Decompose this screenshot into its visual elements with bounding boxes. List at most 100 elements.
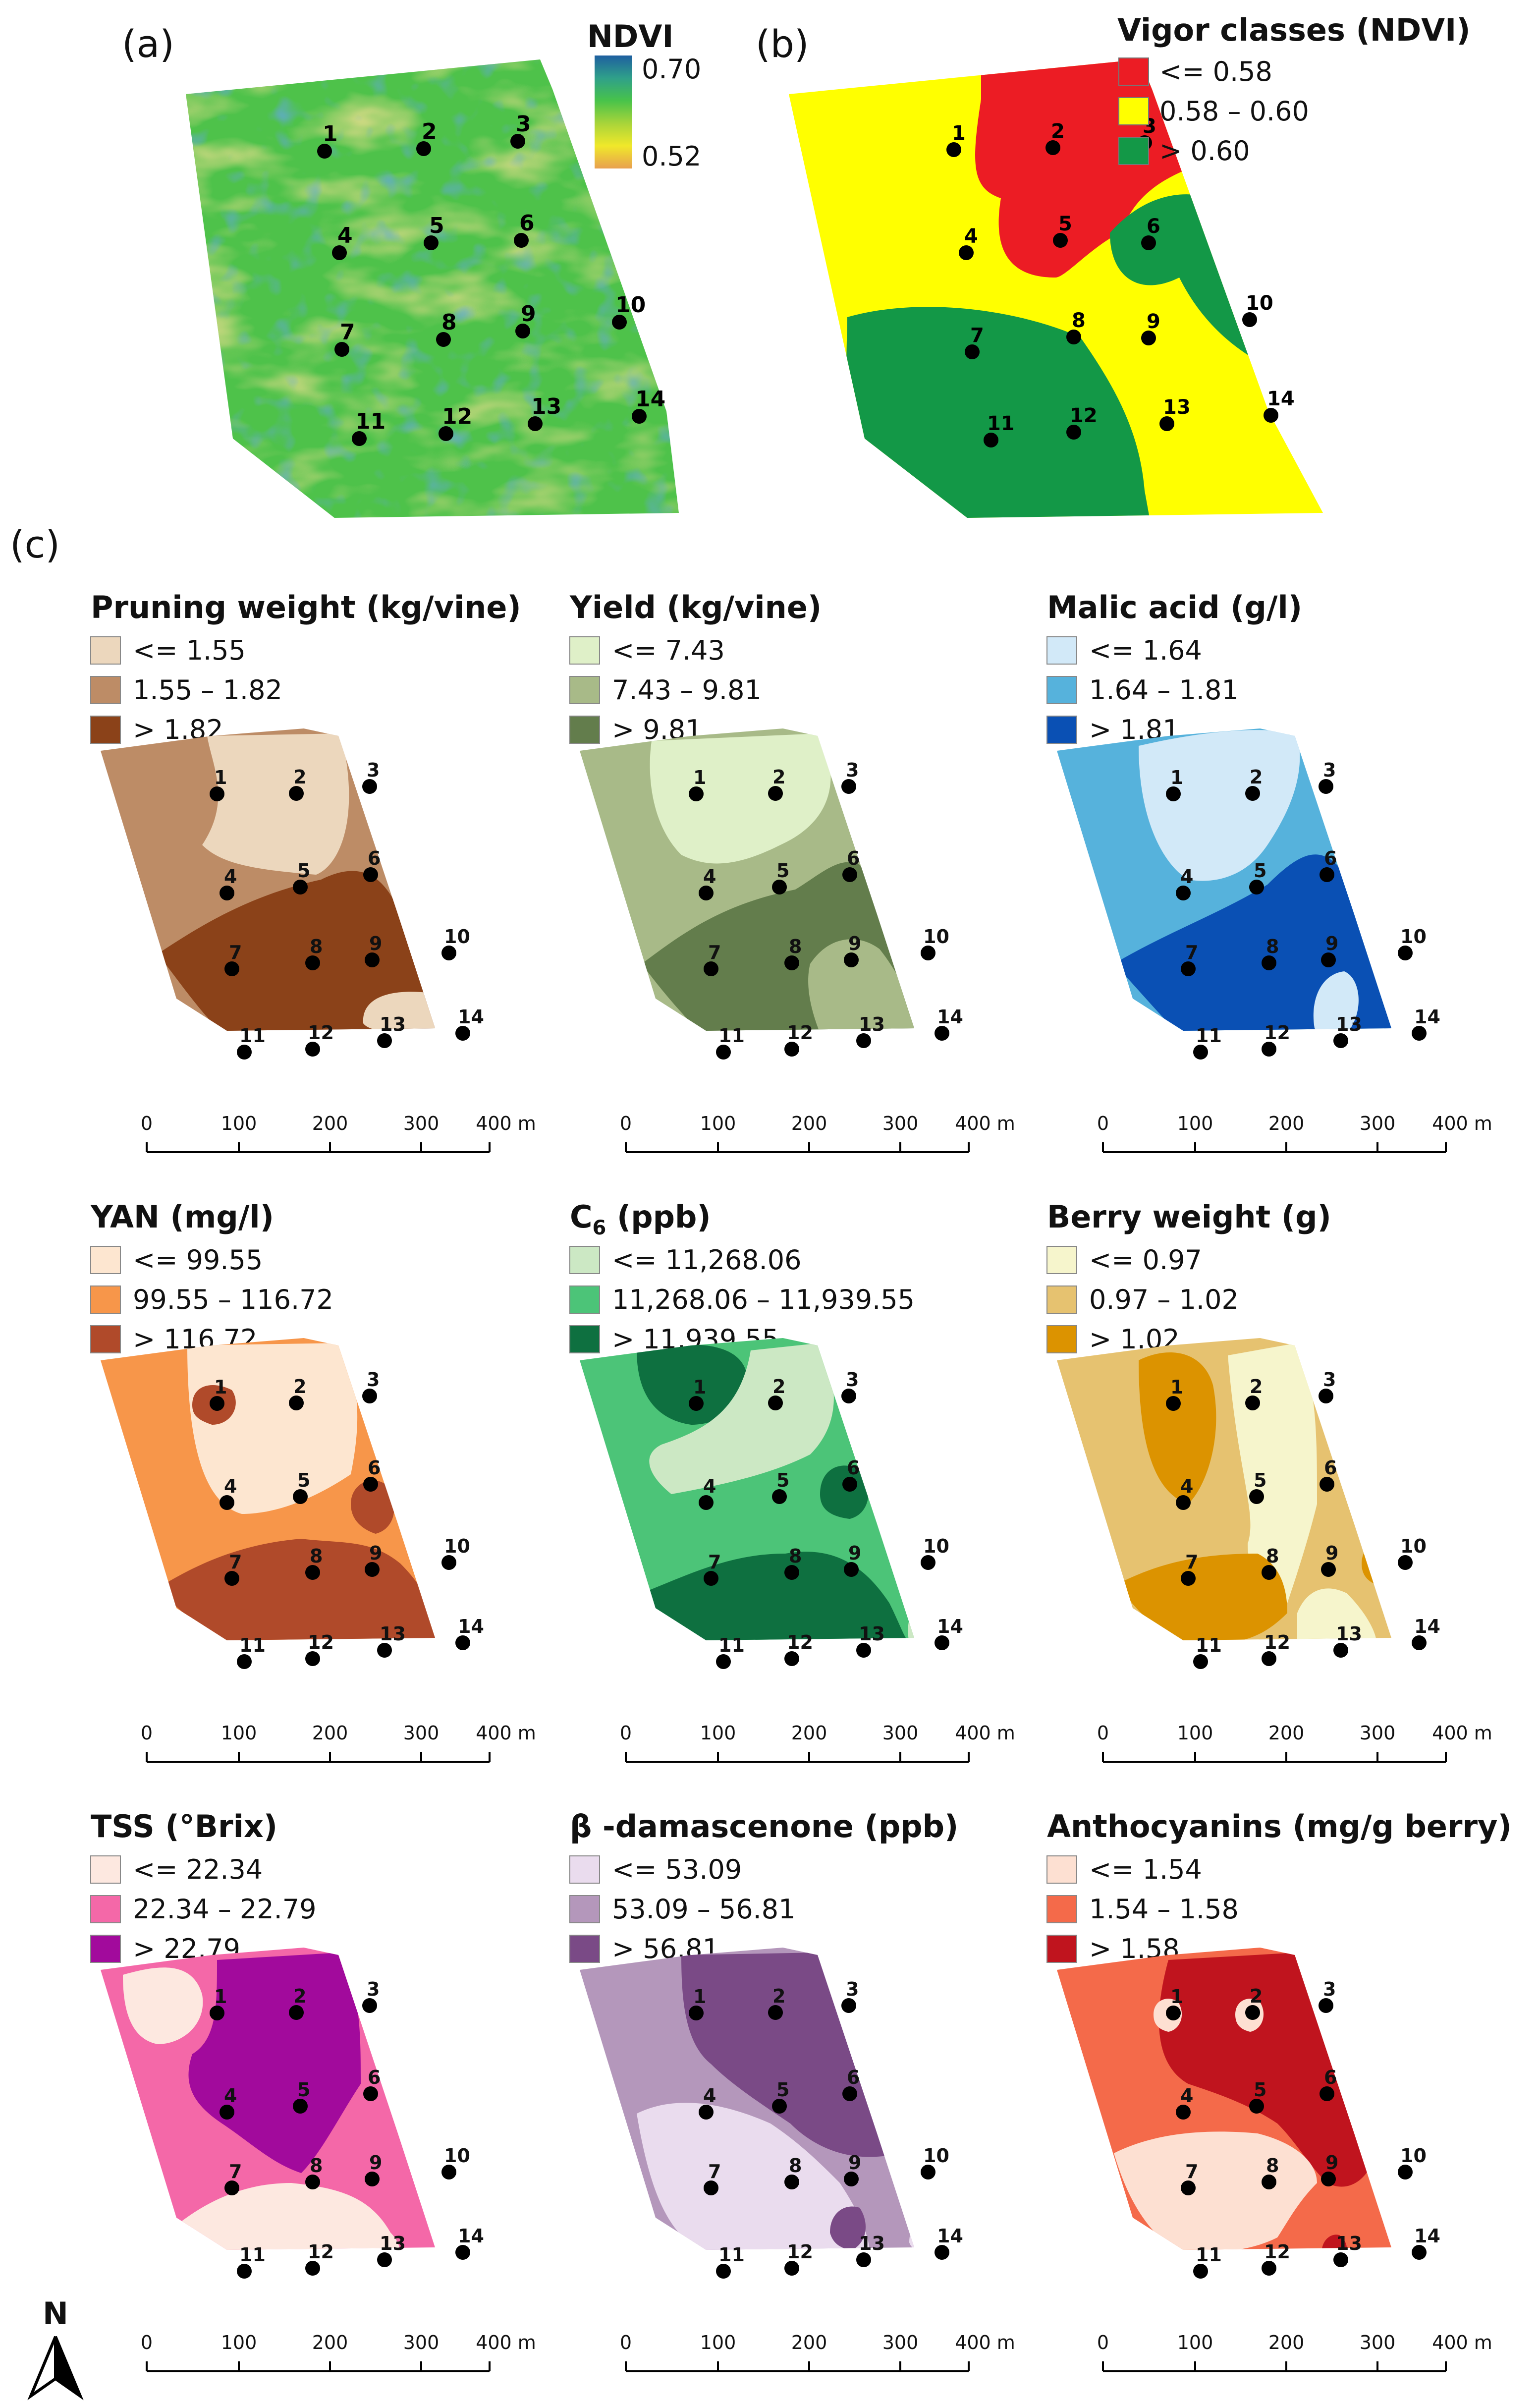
map-panel-c6: C6 (ppb) <= 11,268.06 11,268.06 – 11,939.5… (569, 1199, 1015, 1763)
sample-point (365, 952, 380, 967)
scale-tick-label: 400 m (476, 1113, 536, 1134)
scale-tick-label: 0 (620, 1722, 632, 1744)
map-panel-yield: Yield (kg/vine)<= 7.437.43 – 9.81> 9.811… (569, 589, 1015, 1153)
legend-swatch (90, 676, 121, 704)
point-label: 3 (846, 759, 859, 781)
sample-point (1320, 2086, 1334, 2101)
point-label: 6 (519, 211, 535, 236)
sample-point (305, 955, 320, 970)
map-title: Yield (kg/vine) (569, 589, 822, 625)
point-label: 6 (847, 2067, 860, 2088)
sample-point (1066, 330, 1081, 344)
sample-point (784, 1651, 799, 1666)
legend-swatch (569, 1895, 600, 1923)
sample-point (768, 1396, 783, 1410)
scale-tick-label: 400 m (955, 2332, 1015, 2353)
sample-point (237, 2264, 252, 2279)
class-zone (650, 733, 831, 864)
class-zone (363, 992, 435, 1031)
sample-point (439, 426, 453, 441)
point-label: 13 (380, 1623, 406, 1645)
legend-label: <= 1.64 (1089, 635, 1202, 666)
sample-point (856, 1033, 871, 1048)
point-label: 1 (214, 767, 227, 788)
scale-tick-label: 200 (312, 2332, 348, 2353)
sample-point (377, 1643, 392, 1658)
point-label: 2 (1051, 120, 1065, 143)
sample-point (1176, 1495, 1191, 1510)
sample-point (784, 1042, 799, 1057)
sample-point (305, 1651, 320, 1666)
point-label: 7 (340, 320, 355, 345)
legend-swatch (90, 1935, 121, 1963)
sample-point (210, 1396, 224, 1411)
sample-point (704, 961, 718, 976)
point-label: 2 (1250, 1376, 1263, 1397)
point-label: 14 (937, 1006, 963, 1028)
sample-point (455, 1635, 470, 1650)
point-label: 7 (229, 942, 242, 963)
sample-point (1262, 2261, 1276, 2276)
scale-tick-label: 200 (1268, 1113, 1305, 1134)
point-label: 1 (214, 1986, 227, 2008)
point-label: 3 (1323, 759, 1336, 781)
sample-point (455, 2245, 470, 2260)
legend-swatch (569, 676, 600, 704)
sample-point (441, 946, 456, 960)
point-label: 10 (1246, 292, 1273, 315)
ndvi-legend-title: NDVI (587, 18, 673, 55)
map-title: YAN (mg/l) (90, 1199, 274, 1235)
sample-point (1321, 1562, 1336, 1577)
map-panel-damas: β -damascenone (ppb) <= 53.09 53.09 – 56.8… (569, 1808, 1015, 2372)
vigor-legend-swatch (1118, 97, 1149, 125)
point-label: 10 (444, 926, 470, 948)
legend-label: 7.43 – 9.81 (612, 674, 762, 706)
sample-point (1321, 952, 1336, 967)
point-label: 14 (458, 2225, 484, 2247)
class-surface (580, 1338, 914, 1640)
class-zone (830, 2206, 866, 2250)
point-label: 2 (293, 766, 306, 788)
sample-point (935, 1635, 949, 1650)
point-label: 3 (1323, 1369, 1336, 1391)
sample-point (289, 1396, 304, 1410)
sample-point (772, 1489, 787, 1504)
point-label: 8 (789, 936, 802, 957)
sample-point (699, 1495, 714, 1510)
sample-point (1262, 1042, 1276, 1057)
sample-point (1321, 2172, 1336, 2186)
map-title: Anthocyanins (mg/g berry) (1047, 1808, 1512, 1844)
legend-swatch (1046, 1895, 1077, 1923)
point-label: 13 (380, 2233, 406, 2254)
sample-point (305, 1565, 320, 1580)
sample-point (841, 1998, 856, 2013)
point-label: 7 (708, 2161, 721, 2182)
sample-point (237, 1654, 252, 1669)
sample-point (844, 952, 859, 967)
class-zone (1313, 971, 1359, 1031)
point-label: 11 (987, 412, 1015, 435)
legend-label: 22.34 – 22.79 (133, 1894, 317, 1925)
scale-tick-label: 200 (791, 2332, 827, 2353)
point-label: 13 (1336, 2233, 1362, 2254)
legend-label: 1.55 – 1.82 (133, 674, 282, 706)
map-panel-malic: Malic acid (g/l)<= 1.641.64 – 1.81> 1.81… (1046, 589, 1492, 1153)
map-title: Malic acid (g/l) (1047, 589, 1302, 625)
point-label: 4 (964, 225, 978, 248)
legend-label: 53.09 – 56.81 (612, 1894, 796, 1925)
legend-swatch (1046, 1855, 1077, 1884)
point-label: 2 (422, 119, 437, 144)
map-title: C6 (ppb) (570, 1199, 711, 1239)
sample-point (1045, 140, 1060, 155)
point-label: 5 (297, 1469, 310, 1491)
class-zone (351, 1480, 394, 1534)
point-label: 8 (1072, 309, 1086, 332)
point-label: 6 (1324, 1457, 1337, 1479)
sample-point (1166, 1396, 1181, 1411)
point-label: 3 (846, 1978, 859, 2000)
